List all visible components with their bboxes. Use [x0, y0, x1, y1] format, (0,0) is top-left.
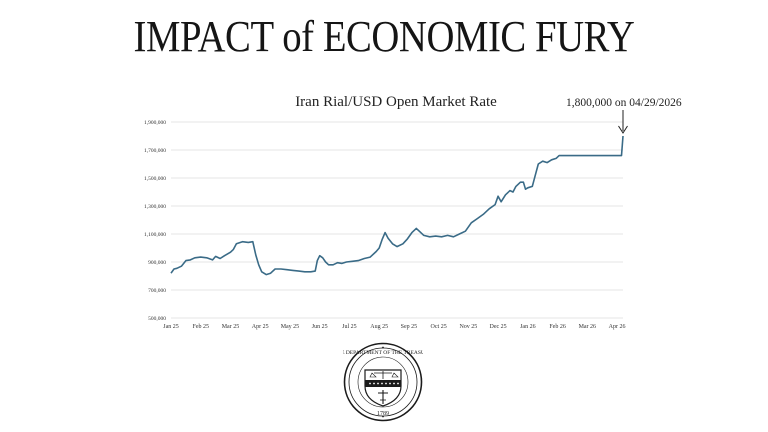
x-tick-label: Apr 26: [609, 324, 626, 330]
series-line: [170, 135, 624, 276]
chart-gridlines: [171, 121, 623, 319]
y-tick-label: 1,500,000: [144, 176, 166, 182]
y-tick-label: 500,000: [148, 316, 166, 322]
x-tick-label: Mar 25: [222, 324, 240, 330]
x-tick-label: Feb 25: [192, 324, 209, 330]
x-tick-label: Jan 25: [163, 324, 179, 330]
treasury-seal-logo: THE DEPARTMENT OF THE TREASURY 1789: [343, 342, 423, 422]
x-tick-label: Oct 25: [431, 324, 447, 330]
x-tick-label: Aug 25: [370, 324, 388, 330]
y-tick-label: 1,100,000: [144, 232, 166, 238]
x-tick-label: Nov 25: [459, 324, 477, 330]
y-tick-label: 1,900,000: [144, 120, 166, 126]
x-axis-tick-labels: Jan 25 Feb 25 Mar 25 Apr 25 May 25 Jun 25 Jul …: [163, 324, 625, 330]
y-tick-label: 900,000: [148, 260, 166, 266]
svg-text:1789: 1789: [377, 411, 389, 417]
y-tick-label: 700,000: [148, 288, 166, 294]
chart-title: Iran Rial/USD Open Market Rate: [295, 94, 497, 110]
x-tick-label: Apr 25: [252, 324, 269, 330]
x-tick-label: May 25: [281, 324, 300, 330]
page-headline: IMPACT of ECONOMIC FURY: [133, 12, 635, 61]
x-tick-label: Jan 26: [520, 324, 536, 330]
x-tick-label: Jun 25: [312, 324, 328, 330]
rial-usd-line-chart: Iran Rial/USD Open Market Rate 500,000 70…: [144, 94, 682, 330]
svg-text:THE DEPARTMENT OF THE TREASURY: THE DEPARTMENT OF THE TREASURY: [343, 350, 423, 356]
x-tick-label: Dec 25: [490, 324, 507, 330]
y-tick-label: 1,300,000: [144, 204, 166, 210]
x-tick-label: Sep 25: [401, 324, 418, 330]
annotation-arrow-head: [618, 125, 628, 134]
y-tick-label: 1,700,000: [144, 148, 166, 154]
annotation-label: 1,800,000 on 04/29/2026: [566, 97, 682, 109]
x-tick-label: Feb 26: [549, 324, 566, 330]
x-tick-label: Mar 26: [579, 324, 597, 330]
peak-annotation: 1,800,000 on 04/29/2026: [566, 97, 682, 134]
x-tick-label: Jul 25: [342, 324, 357, 330]
y-axis-tick-labels: 500,000 700,000 900,000 1,100,000 1,300,000 1…: [144, 120, 166, 322]
